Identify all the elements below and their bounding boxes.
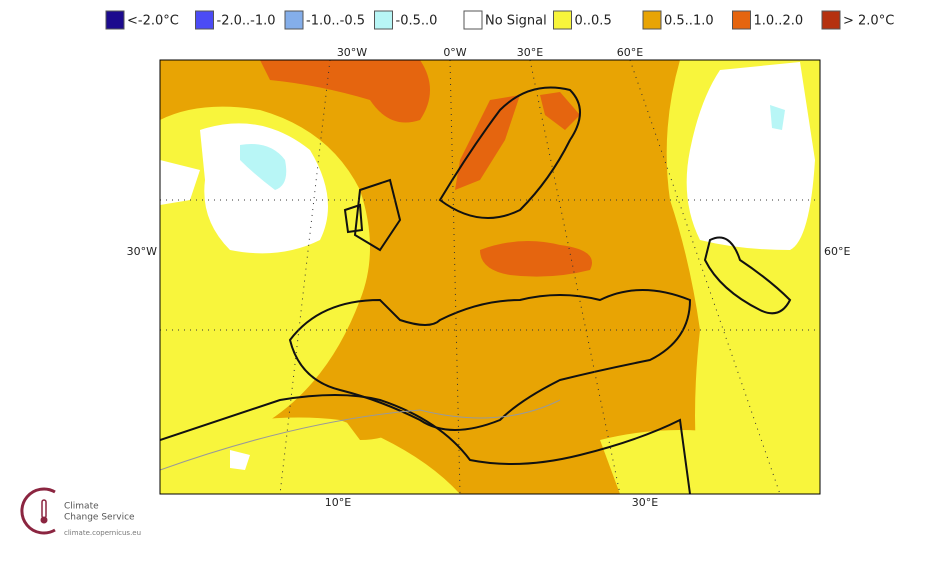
- logo-text: Change Service: [64, 513, 135, 523]
- legend-swatch: [821, 10, 841, 30]
- left-label: 30°W: [127, 245, 157, 258]
- top-label: 30°W: [337, 46, 367, 59]
- right-label: 60°E: [824, 245, 850, 258]
- bottom-label: 30°E: [632, 496, 658, 509]
- legend-label: -2.0..-1.0: [217, 14, 276, 29]
- top-label: 0°W: [443, 46, 466, 59]
- legend-swatch: [553, 10, 572, 30]
- legend: <-2.0°C -2.0..-1.0 -1.0..-0.5 -0.5..0 No Sig…: [105, 10, 894, 30]
- top-label: 30°E: [517, 46, 543, 59]
- legend-label: 1.0..2.0: [754, 14, 804, 29]
- legend-label: 0..0.5: [575, 14, 612, 29]
- legend-label: > 2.0°C: [843, 14, 894, 29]
- legend-swatch: [105, 10, 125, 30]
- map: [160, 60, 820, 494]
- bottom-label: 10°E: [325, 496, 351, 509]
- logo-url: climate.copernicus.eu: [64, 529, 141, 537]
- legend-label: <-2.0°C: [127, 14, 179, 29]
- legend-swatch: [284, 10, 304, 30]
- top-label: 60°E: [617, 46, 643, 59]
- legend-label: No Signal: [485, 14, 547, 29]
- legend-label: -0.5..0: [396, 14, 438, 29]
- logo: Climate Change Service climate.copernicu…: [20, 487, 141, 537]
- legend-swatch: [374, 10, 393, 30]
- legend-label: 0.5..1.0: [664, 14, 714, 29]
- legend-swatch: [463, 10, 483, 30]
- legend-swatch: [195, 10, 214, 30]
- legend-swatch: [732, 10, 751, 30]
- legend-label: -1.0..-0.5: [306, 14, 365, 29]
- legend-swatch: [642, 10, 662, 30]
- map-frame: [159, 59, 821, 495]
- logo-text: Climate: [64, 502, 99, 512]
